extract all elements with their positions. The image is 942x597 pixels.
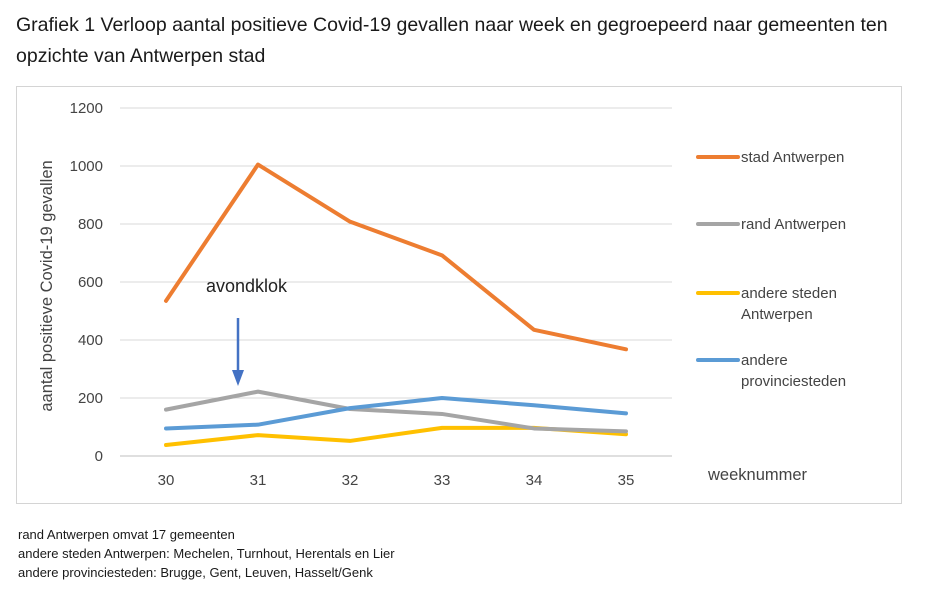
x-tick-label: 32 (342, 472, 359, 489)
y-tick-label: 0 (95, 448, 103, 465)
y-tick-label: 1000 (70, 158, 103, 175)
x-tick-label: 34 (526, 472, 543, 489)
legend-label: andere steden (741, 285, 837, 302)
legend-label: stad Antwerpen (741, 149, 844, 166)
y-axis-label: aantal positieve Covid-19 gevallen (38, 160, 56, 411)
series-line-andere-provinciesteden (164, 396, 628, 431)
footnote-provinciesteden: andere provinciesteden: Brugge, Gent, Le… (18, 565, 373, 580)
footnote-rand: rand Antwerpen omvat 17 gemeenten (18, 527, 235, 542)
annotation-arrow-head (232, 370, 244, 386)
y-tick-label: 400 (78, 332, 103, 349)
y-tick-label: 200 (78, 390, 103, 407)
y-tick-label: 800 (78, 216, 103, 233)
x-tick-label: 30 (158, 472, 175, 489)
footnote-andere-steden: andere steden Antwerpen: Mechelen, Turnh… (18, 546, 395, 561)
legend-label: Antwerpen (741, 306, 813, 323)
y-tick-label: 1200 (70, 100, 103, 117)
legend-label: provinciesteden (741, 373, 846, 390)
x-axis-label: weeknummer (707, 466, 808, 484)
x-tick-label: 33 (434, 472, 451, 489)
x-tick-label: 31 (250, 472, 267, 489)
annotation-label: avondklok (206, 276, 288, 296)
x-tick-label: 35 (618, 472, 635, 489)
series-line-stad-antwerpen (164, 162, 628, 352)
legend-label: andere (741, 352, 788, 369)
chart-caption: Grafiek 1 Verloop aantal positieve Covid… (16, 14, 888, 67)
footnotes: rand Antwerpen omvat 17 gemeenten andere… (18, 525, 395, 582)
chart-area (16, 86, 902, 504)
series-line-rand-antwerpen (164, 389, 628, 434)
y-tick-label: 600 (78, 274, 103, 291)
legend-label: rand Antwerpen (741, 216, 846, 233)
